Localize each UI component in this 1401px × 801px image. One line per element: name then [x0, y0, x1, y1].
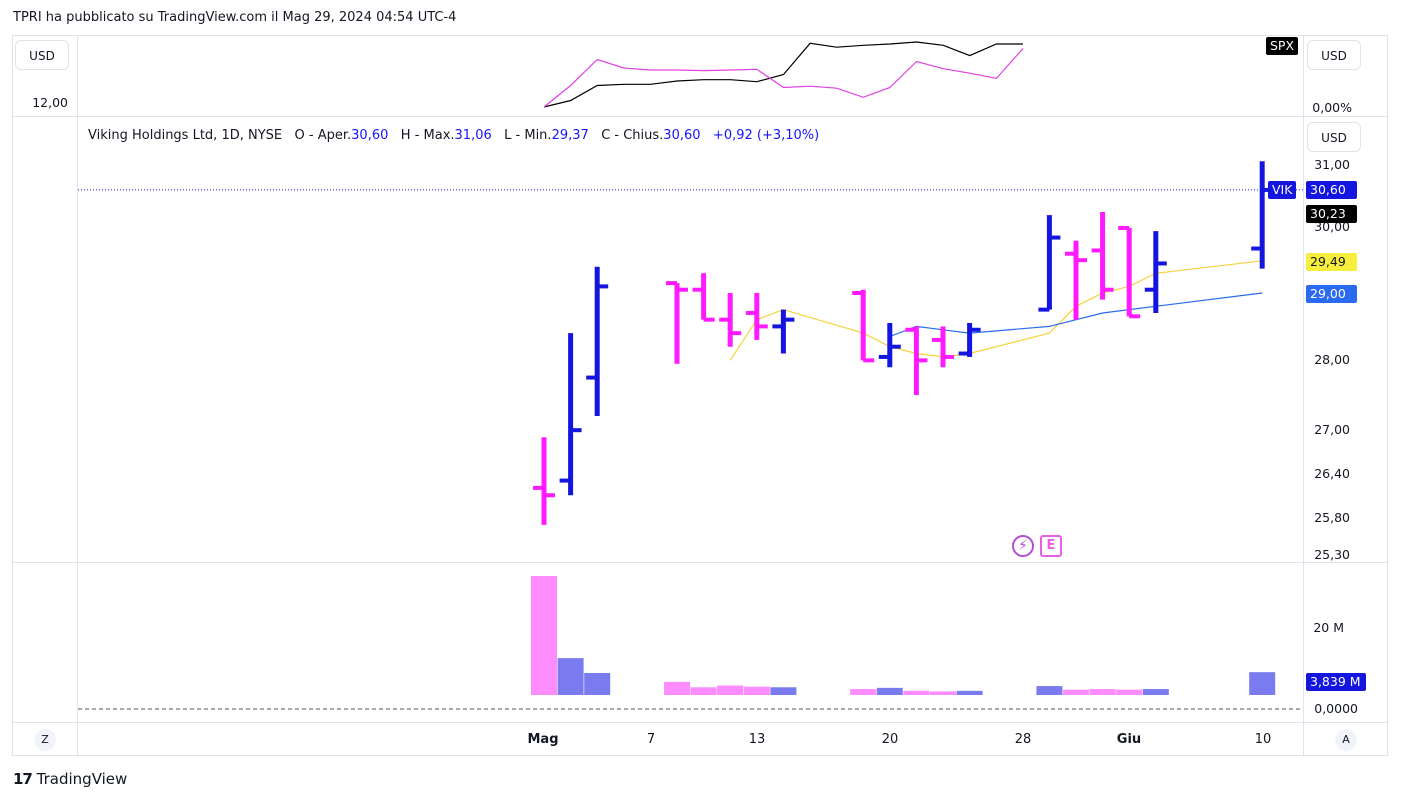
volume-tick: 20 M: [1313, 620, 1344, 635]
auto-scale-button[interactable]: A: [1335, 729, 1357, 751]
symbol-tag: VIK: [1268, 181, 1297, 199]
legend-high-label: H - Max.: [400, 128, 455, 143]
price-tick: 28,00: [1314, 352, 1350, 367]
earnings-icon[interactable]: E: [1040, 535, 1062, 557]
black-price-tag: 30,23: [1306, 205, 1357, 223]
volume-bar: [1089, 689, 1116, 695]
volume-bar: [770, 687, 797, 695]
pane-separator-top: [13, 116, 1388, 117]
price-tick: 25,30: [1314, 547, 1350, 562]
left-scale-separator: [77, 36, 78, 756]
price-currency-button[interactable]: USD: [1307, 122, 1361, 152]
volume-bar: [876, 687, 903, 695]
yellow-ma-tag: 29,49: [1306, 253, 1357, 271]
volume-bar: [850, 689, 877, 695]
tradingview-logo-icon: 17: [13, 770, 33, 788]
price-tick: 27,00: [1314, 422, 1350, 437]
ma-blue-line: [889, 292, 1263, 338]
pane-separator-volume: [13, 562, 1388, 563]
volume-bar: [664, 681, 690, 695]
chart-frame: [12, 35, 1388, 756]
volume-bar: [956, 690, 983, 695]
compare-vik-line: [543, 48, 1024, 108]
x-label: Mag: [527, 732, 559, 747]
legend-open-label: O - Aper.: [294, 128, 352, 143]
volume-bar: [1063, 689, 1089, 695]
x-label: 10: [1254, 732, 1272, 747]
volume-bar: [1249, 672, 1276, 695]
tradingview-brand: TradingView: [36, 770, 128, 788]
compare-spx-line: [543, 41, 1023, 108]
last-price-tag: 30,60: [1306, 181, 1357, 199]
volume-last-tag: 3,839 M: [1306, 673, 1366, 691]
legend-change: +0,92 (+3,10%): [712, 128, 820, 143]
symbol-legend: Viking Holdings Ltd, 1D, NYSE O - Aper.3…: [88, 128, 819, 143]
pane-separator-axis: [13, 722, 1388, 723]
volume-bar: [743, 686, 770, 695]
volume-zero: 0,0000: [1314, 701, 1358, 716]
x-label: 28: [1014, 732, 1032, 747]
volume-bar: [1036, 686, 1063, 695]
x-label: Giu: [1116, 732, 1142, 747]
legend-low-label: L - Min.: [504, 128, 552, 143]
blue-ma-tag: 29,00: [1306, 285, 1357, 303]
tradingview-logo[interactable]: 17 TradingView: [13, 770, 127, 788]
lightning-icon[interactable]: ⚡: [1012, 535, 1034, 557]
volume-bar: [1116, 689, 1143, 695]
price-tick: 26,40: [1314, 466, 1350, 481]
legend-name: Viking Holdings Ltd, 1D, NYSE: [88, 128, 283, 143]
legend-high-value: 31,06: [454, 128, 492, 143]
compare-currency-right-button[interactable]: USD: [1307, 40, 1361, 70]
legend-low-value: 29,37: [551, 128, 589, 143]
compare-left-value: 12,00: [32, 95, 68, 110]
price-tick: 25,80: [1314, 510, 1350, 525]
legend-close-value: 30,60: [663, 128, 701, 143]
volume-bar: [717, 685, 744, 695]
price-tick: 31,00: [1314, 157, 1350, 172]
x-label: 7: [646, 732, 656, 747]
volume-bar: [1142, 689, 1169, 695]
volume-bar: [531, 576, 557, 695]
volume-bar: [557, 658, 584, 695]
volume-bar: [584, 672, 611, 695]
spx-symbol-badge: SPX: [1266, 37, 1299, 55]
x-label: 20: [881, 732, 899, 747]
x-label: 13: [748, 732, 766, 747]
compare-currency-left-button[interactable]: USD: [15, 40, 69, 70]
compare-right-value: 0,00%: [1312, 100, 1352, 115]
right-scale-separator: [1303, 36, 1304, 756]
zoom-button[interactable]: Z: [34, 729, 56, 751]
volume-bar: [903, 690, 930, 695]
volume-bar: [930, 691, 956, 695]
ma-yellow-line: [729, 260, 1263, 361]
legend-close-label: C - Chius.: [601, 128, 664, 143]
published-text: TPRI ha pubblicato su TradingView.com il…: [13, 10, 457, 25]
volume-bar: [690, 687, 717, 695]
legend-open-value: 30,60: [351, 128, 389, 143]
